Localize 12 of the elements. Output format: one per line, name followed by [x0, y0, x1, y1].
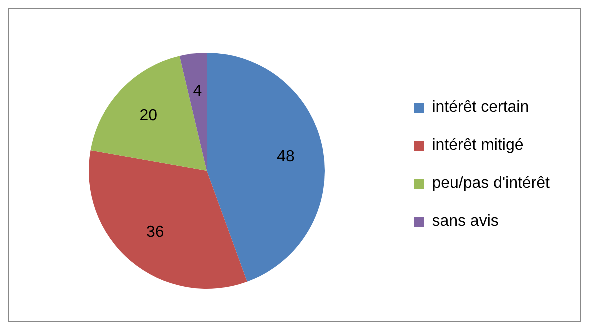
legend-label: peu/pas d'intérêt: [432, 175, 550, 192]
pie-slice: [207, 53, 325, 282]
legend-label: sans avis: [432, 213, 499, 230]
data-label: 20: [140, 107, 158, 124]
pie-slice: [89, 150, 248, 289]
data-label: 36: [146, 224, 164, 241]
legend-label: intérêt certain: [432, 99, 530, 116]
pie-slice: [90, 56, 207, 171]
legend-label: intérêt mitigé: [432, 137, 524, 154]
pie-slice: [180, 53, 207, 171]
data-label: 4: [193, 82, 202, 100]
data-label: 48: [277, 148, 296, 166]
